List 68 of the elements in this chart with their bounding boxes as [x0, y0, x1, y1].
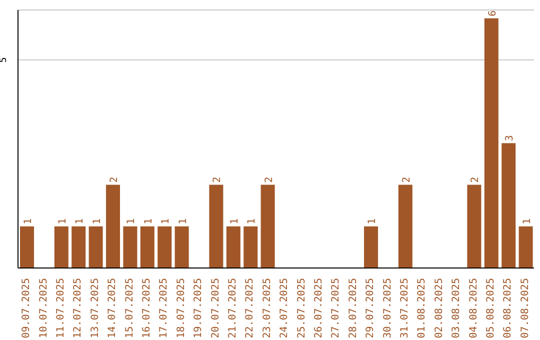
data-label: 2	[212, 176, 224, 183]
x-tick-label: 19.07.2025	[193, 278, 204, 338]
x-tick-label: 25.07.2025	[296, 278, 308, 338]
x-tick-label: 09.07.2025	[21, 278, 32, 338]
x-tick-label: 01.08.2025	[416, 278, 428, 338]
data-label: 2	[401, 176, 412, 183]
x-tick-label: 02.08.2025	[434, 278, 445, 338]
data-label: 1	[160, 218, 172, 224]
data-label: 2	[470, 176, 482, 183]
bar	[174, 226, 189, 268]
data-label: 1	[92, 218, 103, 224]
x-tick-label: 31.07.2025	[400, 278, 410, 338]
bar	[20, 226, 34, 268]
data-label: 1	[367, 218, 378, 224]
bar	[364, 226, 378, 268]
x-tick-label: 03.08.2025	[451, 278, 462, 338]
bar	[398, 184, 412, 268]
bar	[123, 226, 138, 268]
x-tick-label: 10.07.2025	[38, 278, 50, 338]
x-tick-label: 24.07.2025	[279, 278, 290, 338]
data-label: 1	[522, 218, 533, 224]
x-tick-label: 11.07.2025	[56, 278, 66, 338]
x-tick-label: 30.07.2025	[382, 278, 394, 338]
x-tick-label: 21.07.2025	[228, 278, 238, 338]
x-tick-label: 12.07.2025	[72, 278, 84, 338]
data-label: 1	[57, 218, 68, 224]
x-tick-label: 15.07.2025	[124, 278, 136, 338]
data-label: 1	[246, 218, 258, 224]
bar	[209, 184, 224, 268]
x-tick-label: 04.08.2025	[468, 278, 480, 338]
bar	[260, 184, 275, 268]
x-tick-label: 20.07.2025	[210, 278, 222, 338]
bar	[518, 226, 533, 268]
x-tick-label: 27.07.2025	[330, 278, 342, 338]
bar	[54, 226, 68, 268]
bar	[502, 143, 516, 268]
data-label: 2	[109, 176, 120, 183]
x-tick-label: 23.07.2025	[262, 278, 273, 338]
bar	[484, 18, 498, 268]
x-tick-label: 29.07.2025	[365, 278, 376, 338]
data-label: 1	[74, 218, 86, 224]
x-tick-label: 14.07.2025	[107, 278, 118, 338]
bar	[140, 226, 154, 268]
data-label: 1	[178, 218, 189, 224]
bar	[244, 226, 258, 268]
bar	[467, 184, 482, 268]
bar	[72, 226, 86, 268]
x-tick-label: 17.07.2025	[158, 278, 170, 338]
x-tick-label: 07.08.2025	[520, 278, 531, 338]
x-tick-label: 18.07.2025	[176, 278, 187, 338]
data-label: 1	[229, 218, 240, 224]
x-tick-label: 22.07.2025	[244, 278, 256, 338]
x-tick-label: 16.07.2025	[142, 278, 152, 338]
x-tick-label: 28.07.2025	[348, 278, 359, 338]
bar	[106, 184, 120, 268]
bar	[226, 226, 240, 268]
data-label: 1	[23, 218, 34, 224]
data-label: 2	[264, 176, 275, 183]
x-tick-label: 26.07.2025	[314, 278, 324, 338]
data-label: 6	[487, 10, 498, 16]
data-label: 1	[126, 218, 138, 224]
data-label: 3	[504, 135, 516, 142]
bar	[88, 226, 103, 268]
x-tick-label: 05.08.2025	[486, 278, 496, 338]
bar	[158, 226, 172, 268]
data-label: 1	[143, 218, 154, 224]
x-tick-label: 06.08.2025	[502, 278, 514, 338]
x-tick-label: 13.07.2025	[90, 278, 101, 338]
